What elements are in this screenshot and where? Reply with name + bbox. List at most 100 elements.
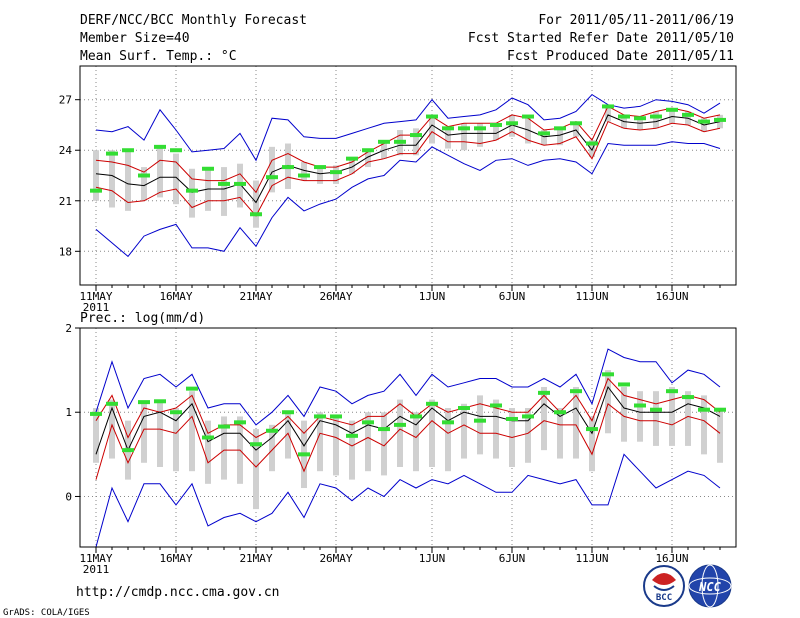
- precipitation-range-box: [621, 386, 627, 442]
- precipitation-xtick-label: 1JUN: [419, 552, 446, 565]
- precipitation-range-box: [109, 399, 115, 459]
- temperature-min-line: [95, 141, 721, 258]
- precipitation-median-mark: [106, 401, 118, 406]
- precipitation-median-mark: [442, 420, 454, 425]
- precipitation-range-box: [333, 416, 339, 476]
- temperature-xtick-label: 16JUN: [655, 290, 688, 303]
- precipitation-range-box: [493, 399, 499, 459]
- precipitation-median-mark: [330, 414, 342, 419]
- temperature-spread-lower-line: [95, 120, 721, 217]
- precipitation-xtick-label: 16MAY: [159, 552, 192, 565]
- temperature-range-box: [509, 114, 515, 137]
- temperature-range-box: [157, 146, 163, 198]
- precipitation-median-mark: [170, 410, 182, 415]
- temperature-median-mark: [570, 121, 582, 126]
- precipitation-median-mark: [346, 433, 358, 438]
- temperature-range-box: [493, 123, 499, 141]
- bcc-logo-text: BCC: [656, 593, 672, 603]
- precipitation-median-mark: [314, 414, 326, 419]
- temperature-median-mark: [586, 141, 598, 146]
- precipitation-median-mark: [682, 395, 694, 400]
- variable-label: Mean Surf. Temp.: °C: [80, 49, 237, 64]
- ncc-logo: NCC: [688, 564, 732, 608]
- precipitation-median-mark: [298, 452, 310, 457]
- precipitation-range-box: [189, 391, 195, 472]
- precipitation-median-mark: [410, 414, 422, 419]
- precipitation-range-box: [285, 412, 291, 459]
- precipitation-median-mark: [282, 410, 294, 415]
- temperature-range-box: [301, 162, 307, 181]
- precipitation-range-box: [637, 391, 643, 442]
- temperature-range-box: [445, 126, 451, 149]
- precipitation-range-box: [93, 408, 99, 463]
- precipitation-range-box: [429, 399, 435, 467]
- precipitation-range-box: [413, 412, 419, 472]
- precipitation-range-box: [381, 412, 387, 476]
- temperature-ytick-label: 24: [59, 144, 73, 157]
- temperature-median-mark: [602, 104, 614, 109]
- precipitation-xtick-label: 11MAY: [79, 552, 112, 565]
- temperature-range-box: [269, 146, 275, 193]
- precipitation-range-box: [205, 420, 211, 484]
- precipitation-median-mark: [394, 422, 406, 427]
- temperature-range-box: [669, 108, 675, 124]
- temperature-median-mark: [346, 156, 358, 161]
- precipitation-median-mark: [138, 400, 150, 405]
- precip-variable-label: Prec.: log(mm/d): [80, 311, 205, 326]
- precipitation-range-box: [605, 370, 611, 434]
- temperature-xtick-year: 2011: [83, 301, 110, 314]
- temperature-xtick-label: 11JUN: [575, 290, 608, 303]
- precipitation-plot-frame: [79, 327, 737, 548]
- precipitation-median-mark: [378, 427, 390, 432]
- temperature-xtick-label: 1JUN: [419, 290, 446, 303]
- precipitation-median-mark: [474, 418, 486, 423]
- temperature-range-box: [317, 167, 323, 184]
- temperature-median-mark: [378, 139, 390, 144]
- precipitation-median-mark: [154, 399, 166, 404]
- forecast-period: For 2011/05/11-2011/06/19: [538, 13, 734, 28]
- temperature-range-box: [461, 123, 467, 151]
- precipitation-xtick-label: 26MAY: [319, 552, 352, 565]
- temperature-median-mark: [506, 121, 518, 126]
- precipitation-median-mark: [586, 427, 598, 432]
- temperature-median-mark: [666, 107, 678, 112]
- precipitation-ytick-label: 2: [65, 322, 72, 335]
- precipitation-median-mark: [490, 403, 502, 408]
- temperature-median-mark: [650, 114, 662, 119]
- temperature-ytick-label: 27: [59, 94, 72, 107]
- precipitation-median-mark: [618, 382, 630, 387]
- temperature-median-mark: [282, 165, 294, 170]
- precipitation-xtick-label: 21MAY: [239, 552, 272, 565]
- temperature-median-mark: [490, 122, 502, 127]
- temperature-median-mark: [298, 173, 310, 178]
- temperature-range-box: [429, 116, 435, 144]
- precipitation-median-mark: [426, 401, 438, 406]
- precipitation-ytick-label: 1: [65, 406, 72, 419]
- precipitation-range-box: [701, 395, 707, 455]
- temperature-range-box: [93, 150, 99, 201]
- precipitation-median-mark: [554, 410, 566, 415]
- temperature-ytick-label: 18: [59, 245, 72, 258]
- precipitation-median-mark: [650, 407, 662, 412]
- forecast-produced-date: Fcst Produced Date 2011/05/11: [507, 49, 734, 64]
- temperature-range-box: [365, 148, 371, 168]
- forecast-started-date: Fcst Started Refer Date 2011/05/10: [468, 31, 734, 46]
- precipitation-median-mark: [266, 428, 278, 433]
- precipitation-xtick-year: 2011: [83, 563, 110, 576]
- precipitation-max-line: [95, 348, 721, 426]
- temperature-median-mark: [458, 126, 470, 131]
- temperature-mean-line: [95, 114, 721, 204]
- temperature-max-line: [95, 93, 721, 162]
- temperature-range-box: [173, 153, 179, 205]
- precipitation-range-box: [573, 386, 579, 459]
- temperature-range-box: [221, 167, 227, 216]
- grads-credit: GrADS: COLA/IGES: [3, 608, 90, 618]
- temperature-range-box: [573, 121, 579, 137]
- temperature-range-box: [653, 111, 659, 129]
- source-url[interactable]: http://cmdp.ncc.cma.gov.cn: [76, 585, 280, 600]
- precipitation-range-box: [653, 391, 659, 446]
- temperature-range-box: [141, 167, 147, 201]
